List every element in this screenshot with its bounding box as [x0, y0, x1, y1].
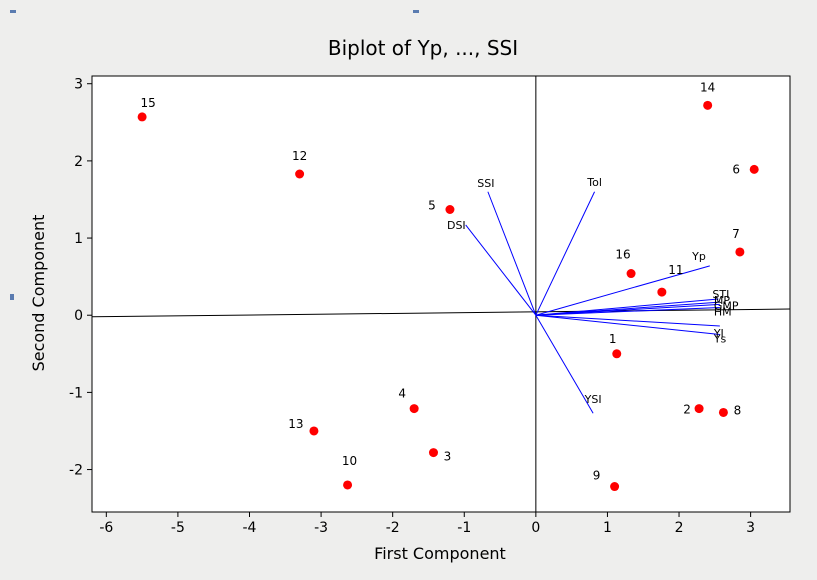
chart-title: Biplot of Yp, ..., SSI — [328, 36, 518, 60]
point-label-16: 16 — [615, 248, 630, 262]
point-label-8: 8 — [734, 403, 742, 417]
loading-vector-tol — [535, 191, 596, 316]
loading-vector-yp — [535, 265, 710, 316]
point-label-6: 6 — [732, 162, 740, 176]
data-point-8[interactable] — [718, 407, 728, 417]
y-tick-label: 1 — [74, 231, 83, 247]
selection-handle-top-left[interactable] — [10, 10, 16, 13]
x-tick-label: -5 — [171, 520, 185, 536]
x-tick-label: -4 — [243, 520, 257, 536]
data-point-11[interactable] — [657, 287, 667, 297]
loading-vector-ys — [535, 314, 720, 336]
point-label-12: 12 — [292, 149, 307, 163]
data-point-13[interactable] — [309, 426, 319, 436]
horizontal-reference-line — [91, 308, 791, 318]
point-label-15: 15 — [140, 96, 155, 110]
loading-vector-ysi — [535, 314, 594, 414]
data-point-3[interactable] — [428, 448, 438, 458]
plot-frame — [91, 75, 791, 513]
data-point-10[interactable] — [343, 480, 353, 490]
data-point-16[interactable] — [626, 269, 636, 279]
point-label-2: 2 — [683, 403, 691, 417]
data-point-5[interactable] — [445, 205, 455, 215]
vector-label-ysi: YSI — [584, 393, 602, 406]
loading-vector-gmp — [535, 303, 720, 316]
point-label-1: 1 — [609, 332, 617, 346]
x-tick-label: -3 — [314, 520, 328, 536]
vector-label-ssi: SSI — [477, 177, 494, 190]
vector-label-dsi: DSI — [447, 219, 466, 232]
selection-handle-left[interactable] — [10, 294, 14, 300]
x-tick-label: 0 — [531, 520, 540, 536]
point-label-5: 5 — [428, 199, 436, 213]
vector-label-ys: Ys — [713, 333, 727, 346]
point-label-7: 7 — [732, 227, 740, 241]
y-tick-label: 3 — [74, 77, 83, 93]
point-label-4: 4 — [398, 387, 406, 401]
vector-label-yi: YI — [713, 327, 724, 340]
loading-vector-dsi — [465, 224, 537, 316]
y-tick-label: -1 — [69, 385, 83, 401]
x-tick-label: 2 — [675, 520, 684, 536]
vector-label-yp: Yp — [691, 250, 706, 263]
x-tick-label: -1 — [457, 520, 471, 536]
data-point-14[interactable] — [703, 100, 713, 110]
x-tick-label: 1 — [603, 520, 612, 536]
y-axis-label: Second Component — [29, 215, 48, 372]
vector-label-mp: MP — [714, 294, 730, 307]
y-tick-label: 2 — [74, 154, 83, 170]
data-point-15[interactable] — [137, 112, 147, 122]
loading-vector-ssi — [487, 191, 537, 316]
loading-vector-hm — [535, 307, 720, 316]
x-tick-label: -6 — [99, 520, 113, 536]
vector-label-tol: Tol — [586, 176, 602, 189]
data-point-2[interactable] — [694, 404, 704, 414]
vector-label-hm: HM — [714, 306, 732, 319]
point-label-3: 3 — [444, 450, 452, 464]
loading-vector-yi — [535, 314, 720, 327]
data-point-9[interactable] — [610, 482, 620, 492]
selection-handle-top-center[interactable] — [413, 10, 419, 13]
point-label-9: 9 — [593, 469, 601, 483]
data-point-1[interactable] — [612, 349, 622, 359]
y-tick-label: -2 — [69, 463, 83, 479]
x-tick-label: 3 — [746, 520, 755, 536]
y-tick-label: 0 — [74, 308, 83, 324]
data-point-12[interactable] — [295, 169, 305, 179]
point-label-13: 13 — [288, 417, 303, 431]
vector-label-sti: STI — [712, 288, 729, 301]
vector-label-gmp: GMP — [714, 299, 739, 312]
data-point-7[interactable] — [735, 247, 745, 257]
point-label-11: 11 — [668, 263, 683, 277]
data-point-6[interactable] — [749, 164, 759, 174]
point-label-14: 14 — [700, 80, 715, 94]
data-point-4[interactable] — [409, 404, 419, 414]
point-label-10: 10 — [342, 454, 357, 468]
loading-vector-sti — [535, 298, 719, 316]
x-tick-label: -2 — [386, 520, 400, 536]
x-axis-label: First Component — [374, 544, 506, 563]
